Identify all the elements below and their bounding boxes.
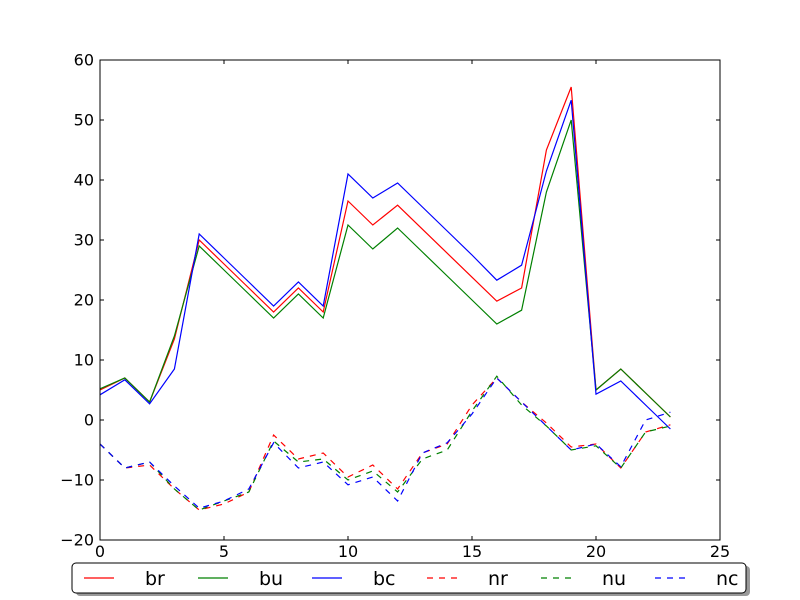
- y-tick-label: 20: [74, 291, 94, 310]
- legend: br bu bc nr nu nc: [71, 562, 750, 596]
- y-tick-label: 0: [84, 411, 94, 430]
- series-line-nc: [99, 377, 671, 509]
- y-tick-label: −20: [60, 531, 94, 550]
- legend-label-bc: bc: [373, 568, 396, 590]
- y-tick-label: −10: [60, 471, 94, 490]
- legend-label-nu: nu: [602, 568, 626, 590]
- series-layer: [99, 86, 671, 511]
- y-tick-label: 40: [74, 171, 94, 190]
- legend-label-bu: bu: [259, 568, 283, 590]
- legend-label-br: br: [145, 568, 165, 590]
- x-tick-label: 20: [586, 542, 606, 561]
- series-line-bc: [99, 100, 671, 430]
- x-tick-label: 15: [462, 542, 482, 561]
- legend-label-nc: nc: [716, 568, 739, 590]
- y-tick-label: 30: [74, 231, 94, 250]
- x-tick-label: 0: [95, 542, 105, 561]
- legend-label-nr: nr: [488, 568, 508, 590]
- series-line-nu: [99, 375, 671, 511]
- x-tick-label: 10: [338, 542, 358, 561]
- x-tick-label: 5: [219, 542, 229, 561]
- y-tick-label: 60: [74, 51, 94, 70]
- ticks-layer: 0 5 10 15 20 25 −20 −10 0 10 20 30 40 50 60: [60, 51, 730, 562]
- legend-box: [71, 562, 747, 594]
- series-line-bu: [99, 119, 671, 418]
- x-tick-label: 25: [710, 542, 730, 561]
- y-tick-label: 50: [74, 111, 94, 130]
- y-tick-label: 10: [74, 351, 94, 370]
